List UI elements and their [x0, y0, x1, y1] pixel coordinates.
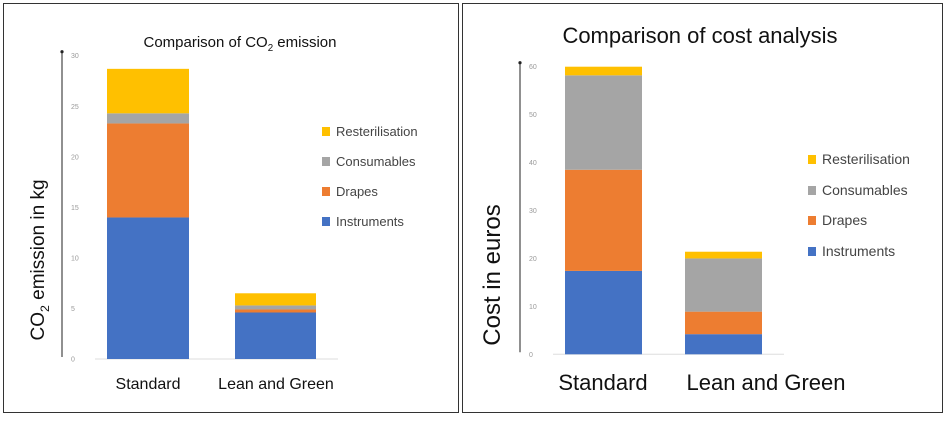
legend-swatch [322, 127, 330, 136]
legend-item-instruments: Instruments [808, 243, 895, 259]
bar-segment-drapes [565, 169, 642, 271]
bar-segment-drapes [107, 123, 189, 218]
legend-swatch [808, 216, 816, 225]
bar-segment-drapes [235, 309, 316, 313]
legend-item-instruments: Instruments [322, 214, 404, 229]
y-tick-label: 15 [71, 205, 79, 212]
legend-label: Resterilisation [336, 124, 418, 139]
legend-swatch [322, 157, 330, 166]
legend-item-drapes: Drapes [808, 212, 867, 228]
legend-label: Drapes [822, 212, 867, 228]
legend-label: Instruments [822, 243, 895, 259]
legend-label: Drapes [336, 184, 378, 199]
bar-segment-instruments [107, 217, 189, 359]
y-tick-label: 5 [71, 306, 75, 313]
legend-label: Consumables [822, 182, 908, 198]
legend-label: Resterilisation [822, 151, 910, 167]
y-axis-label: Cost in euros [479, 204, 506, 345]
legend-swatch [322, 187, 330, 196]
bar-segment-resterilisation [235, 293, 316, 306]
y-tick-label: 30 [71, 53, 79, 60]
x-tick-label: Lean and Green [218, 376, 334, 393]
bar-segment-instruments [565, 270, 642, 355]
y-tick-label: 60 [529, 64, 537, 71]
legend-swatch [808, 247, 816, 256]
y-tick-label: 0 [529, 352, 533, 359]
y-tick-label: 50 [529, 112, 537, 119]
y-tick-label: 25 [71, 104, 79, 111]
bar-segment-consumables [685, 258, 762, 312]
y-axis-arrow-icon [60, 50, 64, 54]
y-tick-label: 10 [71, 255, 79, 262]
co2-chart-panel [3, 3, 459, 413]
y-tick-label: 10 [529, 304, 537, 311]
chart-title: Comparison of CO2 emission [143, 34, 336, 54]
legend-label: Consumables [336, 154, 416, 169]
legend-item-resterilisation: Resterilisation [808, 151, 910, 167]
y-tick-label: 20 [529, 256, 537, 263]
y-tick-label: 40 [529, 160, 537, 167]
legend-swatch [322, 217, 330, 226]
bar-segment-resterilisation [107, 68, 189, 114]
legend-item-resterilisation: Resterilisation [322, 124, 418, 139]
legend-item-drapes: Drapes [322, 184, 378, 199]
y-tick-label: 0 [71, 357, 75, 364]
bar-segment-consumables [235, 305, 316, 310]
bar-segment-resterilisation [685, 251, 762, 259]
x-tick-label: Standard [116, 376, 181, 393]
y-axis-arrow-icon [518, 61, 522, 65]
y-tick-label: 20 [71, 154, 79, 161]
bar-segment-consumables [107, 113, 189, 124]
cost-chart: Comparison of cost analysis 0 10 20 30 40 50 60… [479, 23, 910, 395]
co2-chart: Comparison of CO2 emission 0 5 10 15 20 25 30 CO… [28, 34, 418, 393]
bar-segment-consumables [565, 75, 642, 170]
y-tick-label: 30 [529, 208, 537, 215]
x-tick-label: Lean and Green [686, 370, 845, 395]
bar-segment-drapes [685, 311, 762, 335]
bar-segment-resterilisation [565, 66, 642, 76]
legend-item-consumables: Consumables [808, 182, 908, 198]
legend-swatch [808, 186, 816, 195]
bar-segment-instruments [685, 334, 762, 355]
legend-label: Instruments [336, 214, 404, 229]
chart-title: Comparison of cost analysis [562, 23, 837, 48]
y-axis-label: CO2 emission in kg [28, 179, 52, 340]
bar-segment-instruments [235, 312, 316, 359]
x-tick-label: Standard [558, 370, 647, 395]
legend-item-consumables: Consumables [322, 154, 416, 169]
legend-swatch [808, 155, 816, 164]
